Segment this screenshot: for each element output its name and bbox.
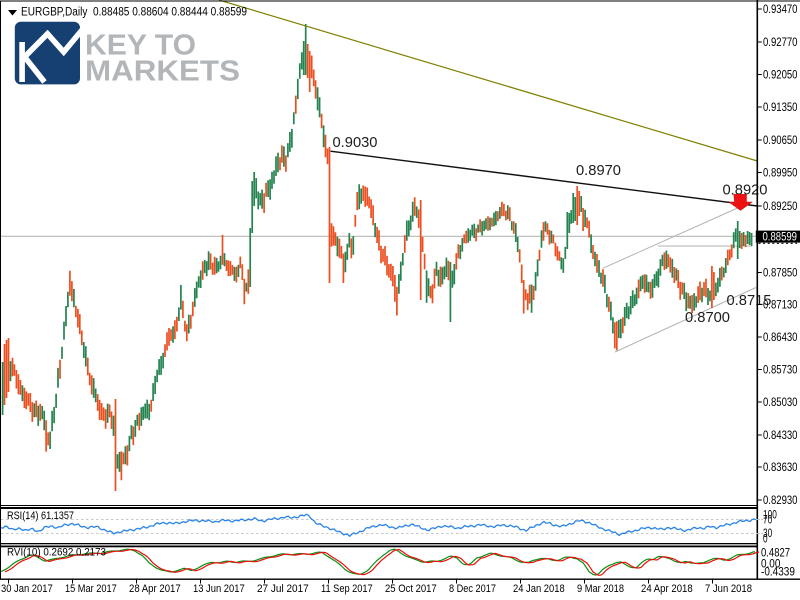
svg-text:0.93470: 0.93470 — [763, 4, 798, 16]
svg-text:0: 0 — [763, 533, 768, 545]
svg-text:0.86430: 0.86430 — [763, 332, 798, 344]
svg-text:100: 100 — [763, 510, 777, 522]
svg-text:0.89950: 0.89950 — [763, 168, 798, 180]
svg-text:30 Jan 2017: 30 Jan 2017 — [1, 583, 53, 595]
svg-text:0.8700: 0.8700 — [685, 309, 730, 326]
svg-text:0.91350: 0.91350 — [763, 102, 798, 114]
svg-text:24 Jan 2018: 24 Jan 2018 — [513, 583, 565, 595]
svg-text:EURGBP,Daily 0.88485 0.88604: EURGBP,Daily 0.88485 0.88604 0.88444 0.8… — [21, 7, 247, 19]
svg-text:70: 70 — [763, 515, 772, 527]
svg-text:0.85730: 0.85730 — [763, 365, 798, 377]
svg-text:0.8970: 0.8970 — [576, 162, 621, 179]
svg-text:0.9030: 0.9030 — [333, 134, 378, 151]
svg-text:0.87130: 0.87130 — [763, 300, 798, 312]
svg-text:9 Mar 2018: 9 Mar 2018 — [577, 583, 624, 595]
svg-text:0.82930: 0.82930 — [763, 495, 798, 507]
svg-text:MARKETS: MARKETS — [85, 56, 240, 88]
svg-text:11 Sep 2017: 11 Sep 2017 — [321, 583, 373, 595]
svg-text:0.89250: 0.89250 — [763, 201, 798, 213]
svg-text:27 Jul 2017: 27 Jul 2017 — [257, 583, 309, 595]
svg-text:0.83630: 0.83630 — [763, 462, 798, 474]
svg-text:0.92770: 0.92770 — [763, 37, 798, 49]
svg-text:0.90650: 0.90650 — [763, 135, 798, 147]
svg-text:7 Jun 2018: 7 Jun 2018 — [705, 583, 752, 595]
svg-text:0.88599: 0.88599 — [763, 231, 798, 243]
svg-text:30: 30 — [763, 528, 772, 540]
svg-text:KEY TO: KEY TO — [85, 30, 196, 62]
svg-text:8 Dec 2017: 8 Dec 2017 — [449, 583, 496, 595]
svg-text:-0.4339: -0.4339 — [761, 567, 795, 579]
svg-text:0.85030: 0.85030 — [763, 397, 798, 409]
svg-text:RSI(14) 61.1357: RSI(14) 61.1357 — [7, 510, 74, 522]
svg-text:13 Jun 2017: 13 Jun 2017 — [193, 583, 245, 595]
svg-text:28 Apr 2017: 28 Apr 2017 — [129, 583, 181, 595]
svg-text:0.84330: 0.84330 — [763, 430, 798, 442]
svg-text:15 Mar 2017: 15 Mar 2017 — [65, 583, 117, 595]
svg-text:24 Apr 2018: 24 Apr 2018 — [641, 583, 693, 595]
svg-text:0.00: 0.00 — [761, 558, 780, 570]
svg-text:0.92050: 0.92050 — [763, 70, 798, 82]
svg-text:RVI(10) 0.2692 0.2173: RVI(10) 0.2692 0.2173 — [7, 547, 106, 559]
svg-text:0.4827: 0.4827 — [761, 548, 790, 560]
svg-text:25 Oct 2017: 25 Oct 2017 — [385, 583, 437, 595]
svg-text:0.87850: 0.87850 — [763, 268, 798, 280]
